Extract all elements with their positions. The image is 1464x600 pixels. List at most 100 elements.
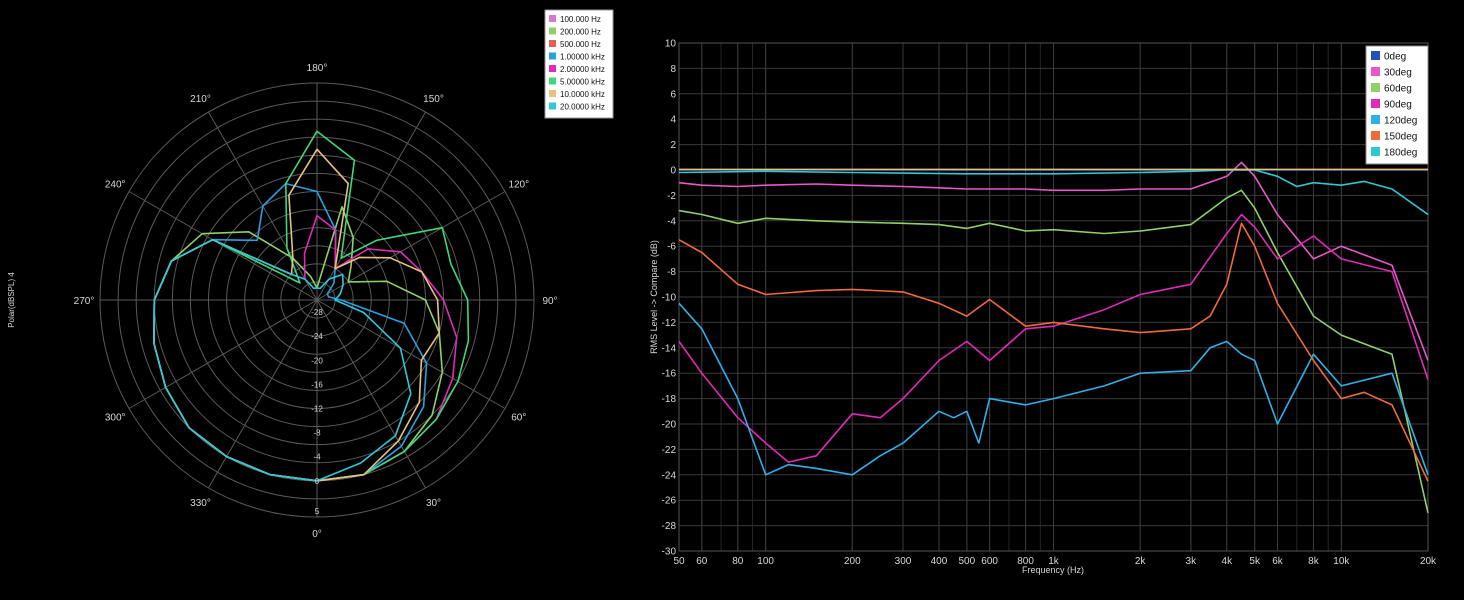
line-xtick-label: 20k (1420, 556, 1437, 567)
line-legend-swatch (1371, 67, 1380, 76)
line-ytick-label: -12 (662, 318, 677, 329)
polar-radial-tick: -8 (313, 429, 321, 438)
polar-angle-label: 300° (105, 413, 126, 424)
polar-legend-swatch (549, 15, 556, 22)
polar-legend-label: 10.0000 kHz (560, 90, 605, 99)
line-series (678, 161, 1429, 361)
line-xtick-label: 4k (1222, 556, 1234, 567)
polar-labels: 0° 30° 60° 90° 120° 150° 180° 210° 240° 270° 300° 3… (74, 63, 558, 540)
polar-legend-label: 20.0000 kHz (560, 103, 605, 112)
polar-legend-swatch (549, 40, 556, 47)
line-legend-label: 60deg (1384, 84, 1412, 95)
line-ytick-label: 10 (665, 39, 677, 50)
line-ytick-label: -6 (667, 242, 676, 253)
line-grid (678, 42, 1429, 552)
polar-legend-label: 100.000 Hz (560, 15, 601, 24)
polar-angle-label: 330° (190, 498, 211, 509)
line-ytick-label: 6 (670, 89, 676, 100)
line-xtick-label: 100 (757, 556, 774, 567)
line-legend-swatch (1371, 83, 1380, 92)
polar-angle-label: 240° (105, 180, 126, 191)
polar-angle-label: 180° (307, 63, 328, 74)
line-xtick-label: 80 (732, 556, 744, 567)
polar-legend-swatch (549, 102, 556, 110)
line-ytick-label: -18 (662, 394, 677, 405)
line-legend-label: 180deg (1384, 148, 1417, 159)
line-xtick-label: 60 (696, 556, 708, 567)
line-xtick-label: 2k (1135, 556, 1147, 567)
polar-radial-tick: -28 (311, 308, 323, 317)
line-ytick-label: -28 (662, 521, 677, 532)
polar-spoke (316, 299, 426, 489)
line-ytick-label: -14 (662, 343, 677, 354)
line-ytick-label: -16 (662, 369, 677, 380)
polar-angle-label: 120° (508, 180, 529, 191)
polar-radial-tick: -12 (311, 405, 323, 414)
line-ytick-label: -24 (662, 470, 677, 481)
polar-legend-box (544, 9, 614, 119)
polar-legend-swatch (549, 65, 556, 72)
line-xtick-label: 6k (1272, 556, 1284, 567)
polar-radial-tick: -20 (311, 356, 323, 365)
line-legend: 0deg 30deg 60deg 90deg 120deg 150deg 180deg (1365, 45, 1429, 165)
line-legend-label: 90deg (1384, 100, 1412, 111)
polar-chart: 0° 30° 60° 90° 120° 150° 180° 210° 240° 270° 300° 3… (7, 9, 614, 540)
polar-legend-label: 500.000 Hz (560, 40, 601, 49)
polar-legend-label: 2.00000 kHz (560, 65, 605, 74)
line-plot-frame (678, 42, 1429, 552)
line-xtick-label: 10k (1333, 556, 1350, 567)
polar-legend: 100.000 Hz 200.000 Hz 500.000 Hz 1.00000 kH… (544, 9, 614, 119)
polar-spoke (128, 299, 318, 409)
line-xtick-label: 8k (1308, 556, 1320, 567)
line-ytick-label: 4 (670, 115, 676, 126)
line-xtick-label: 600 (981, 556, 998, 567)
polar-curve (153, 238, 412, 482)
line-xtick-label: 5k (1249, 556, 1261, 567)
line-ytick-label: -2 (667, 191, 676, 202)
line-curves (678, 161, 1429, 514)
polar-angle-label: 0° (312, 529, 322, 540)
polar-legend-swatch (549, 77, 556, 85)
line-series (678, 189, 1429, 514)
line-xtick-label: 50 (673, 556, 685, 567)
polar-radial-tick: 5 (315, 507, 320, 516)
line-ytick-label: -30 (662, 547, 677, 558)
line-xtick-label: 3k (1186, 556, 1198, 567)
polar-angle-label: 150° (423, 94, 444, 105)
polar-angle-label: 270° (74, 296, 95, 307)
polar-angle-label: 90° (542, 296, 557, 307)
line-ytick-label: -20 (662, 420, 677, 431)
line-legend-label: 30deg (1384, 68, 1412, 79)
line-xlabel: Frequency (Hz) (1022, 565, 1084, 575)
line-series (678, 302, 1429, 476)
polar-angle-label: 60° (511, 413, 526, 424)
line-ytick-label: -26 (662, 496, 677, 507)
polar-spoke (316, 299, 506, 409)
polar-radial-tick: -24 (311, 332, 323, 341)
line-legend-swatch (1371, 51, 1380, 60)
line-legend-swatch (1371, 131, 1380, 140)
line-legend-label: 150deg (1384, 132, 1417, 143)
line-legend-swatch (1371, 99, 1380, 108)
line-legend-swatch (1371, 115, 1380, 124)
line-ytick-label: 0 (670, 166, 676, 177)
line-ytick-label: 8 (670, 64, 676, 75)
polar-radial-tick: -4 (313, 453, 321, 462)
polar-radial-tick: -16 (311, 380, 323, 389)
line-xtick-label: 300 (895, 556, 912, 567)
polar-curves (153, 130, 470, 482)
line-series (678, 213, 1429, 463)
polar-ylabel: Polar(dBSPL) 4 (7, 272, 16, 328)
line-ytick-label: 2 (670, 140, 676, 151)
line-xtick-label: 500 (959, 556, 976, 567)
polar-angle-label: 210° (190, 94, 211, 105)
polar-legend-swatch (549, 27, 556, 35)
line-ticks: 50 60 80 100 200 300 400 500 600 800 1k 2k 3k 4k 5k 6k 8… (662, 39, 1438, 568)
line-legend-label: 120deg (1384, 116, 1417, 127)
polar-angle-label: 30° (426, 498, 441, 509)
line-xtick-label: 400 (931, 556, 948, 567)
polar-legend-swatch (549, 52, 556, 60)
line-xtick-label: 800 (1017, 556, 1034, 567)
line-xtick-label: 1k (1048, 556, 1060, 567)
